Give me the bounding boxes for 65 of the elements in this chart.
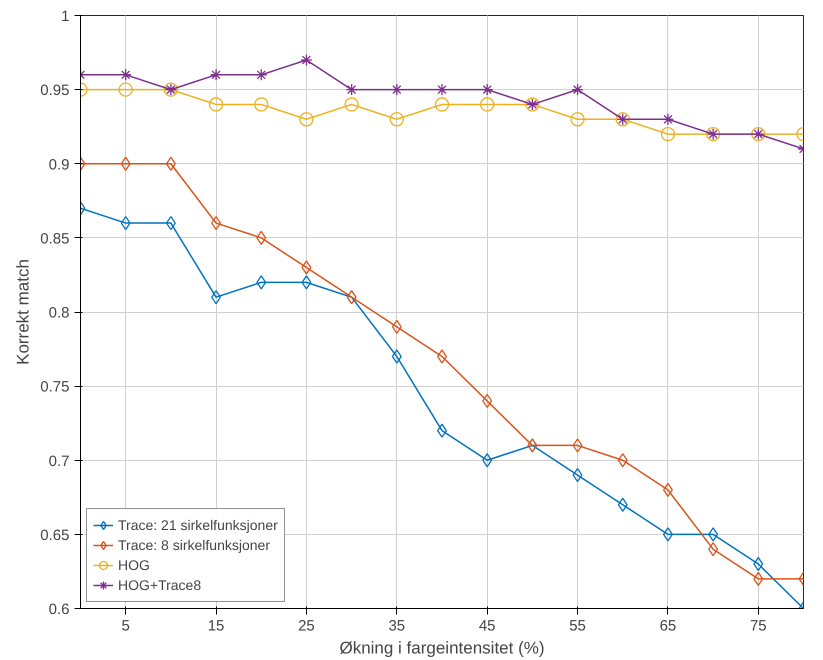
- x-tick-label: 15: [208, 618, 224, 634]
- point: [708, 542, 718, 556]
- point: [120, 216, 131, 230]
- point: [618, 453, 628, 468]
- point: [753, 572, 764, 586]
- point: [662, 482, 673, 498]
- x-tick-label: 25: [298, 618, 315, 634]
- point: [256, 275, 266, 290]
- point: [481, 83, 494, 96]
- y-tick-label: 0.6: [48, 601, 70, 618]
- y-tick-label: 1: [61, 8, 70, 25]
- point: [299, 112, 314, 126]
- point: [390, 112, 404, 126]
- legend-label: Trace: 8 sirkelfunksjoner: [118, 537, 270, 553]
- point: [208, 97, 224, 112]
- point: [300, 54, 313, 66]
- point: [434, 97, 450, 112]
- point: [480, 97, 494, 112]
- point: [255, 68, 268, 81]
- point: [392, 320, 402, 334]
- y-tick-label: 0.7: [48, 452, 70, 470]
- x-tick-label: 55: [569, 618, 586, 634]
- point: [301, 260, 312, 275]
- point: [482, 453, 492, 468]
- point: [662, 527, 673, 542]
- x-tick-label: 45: [478, 618, 496, 634]
- point: [166, 156, 176, 171]
- point: [660, 126, 676, 142]
- y-tick-label: 0.9: [48, 156, 70, 174]
- legend-label: Trace: 21 sirkelfunksjoner: [118, 517, 278, 533]
- point: [390, 83, 403, 96]
- x-axis-title: Økning i fargeintensitet (%): [339, 638, 545, 658]
- point: [572, 468, 583, 482]
- point: [572, 438, 583, 453]
- point: [254, 97, 268, 112]
- x-tick-label: 75: [750, 618, 767, 634]
- point: [753, 556, 764, 572]
- x-tick-label: 5: [122, 618, 130, 634]
- y-tick-label: 0.65: [40, 526, 70, 544]
- legend-label: HOG: [118, 557, 150, 573]
- point: [345, 83, 358, 96]
- point: [166, 216, 176, 230]
- point: [211, 290, 222, 304]
- point: [256, 230, 266, 246]
- x-tick-label: 65: [660, 618, 676, 634]
- point: [211, 216, 222, 230]
- y-axis-title: Korrekt match: [13, 259, 32, 365]
- y-tick-label: 0.8: [48, 304, 70, 322]
- y-tick-label: 0.85: [40, 230, 70, 248]
- point: [570, 112, 585, 126]
- y-tick-label: 0.75: [40, 378, 70, 396]
- point: [392, 349, 402, 364]
- point: [708, 527, 718, 542]
- point: [618, 498, 628, 512]
- point: [344, 97, 359, 112]
- point: [118, 82, 133, 97]
- point: [120, 156, 131, 171]
- point: [482, 394, 492, 408]
- point: [571, 83, 584, 96]
- point: [120, 68, 132, 81]
- legend-label: HOG+Trace8: [118, 577, 202, 593]
- x-tick-label: 35: [388, 618, 406, 634]
- point: [301, 275, 312, 290]
- point: [436, 83, 448, 96]
- y-tick-label: 0.95: [40, 82, 70, 100]
